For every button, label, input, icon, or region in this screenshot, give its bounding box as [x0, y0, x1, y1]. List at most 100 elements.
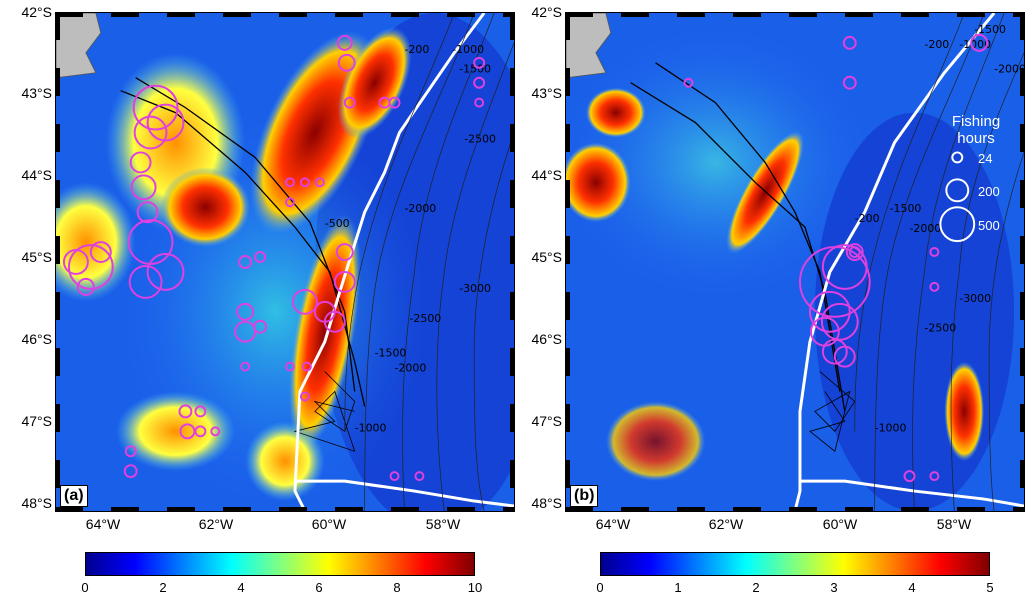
frame-tick: [55, 348, 60, 376]
frame-tick: [510, 292, 515, 320]
colorbar-b-tick: 4: [908, 580, 916, 595]
frame-tick: [55, 12, 60, 40]
legend-label-500: 500: [978, 218, 1000, 233]
frame-tick: [901, 507, 929, 512]
frame-tick: [510, 12, 515, 40]
frame-tick: [279, 12, 307, 17]
frame-tick: [621, 507, 649, 512]
frame-tick: [677, 507, 705, 512]
contour-label: -2500: [464, 132, 496, 145]
legend-circle-medium: [945, 178, 970, 203]
lat-label: 47°S: [21, 413, 52, 429]
frame-tick: [503, 12, 515, 17]
colorbar-a: [85, 552, 475, 576]
colorbar-a-tick: 10: [467, 580, 483, 595]
contour-label: -1000: [452, 43, 484, 56]
fishing-hours-legend: [939, 151, 976, 243]
lon-label: 64°W: [85, 516, 121, 532]
lat-label: 47°S: [531, 413, 562, 429]
frame-tick: [565, 124, 570, 152]
frame-tick: [565, 507, 593, 512]
frame-tick: [1013, 507, 1025, 512]
frame-tick: [1020, 404, 1025, 432]
legend-title: Fishing hours: [936, 113, 1016, 147]
frame-tick: [789, 507, 817, 512]
land-area: [566, 13, 612, 79]
colorbar-a-tick: 2: [159, 580, 167, 595]
contour-label: -200: [855, 212, 880, 225]
contour-label: -1500: [375, 347, 407, 360]
frame-tick: [447, 507, 475, 512]
frame-tick: [1020, 460, 1025, 488]
legend-title-line1: Fishing: [951, 113, 1001, 130]
frame-tick: [510, 460, 515, 488]
frame-tick: [1020, 180, 1025, 208]
eez-boundary: [793, 13, 996, 511]
frame-tick: [733, 507, 761, 512]
frame-tick: [279, 507, 307, 512]
contour-label: -1000: [875, 421, 907, 434]
contour-label: -1000: [959, 38, 991, 51]
colorbar-a-tick: 4: [237, 580, 245, 595]
colorbar-b-tick: 0: [596, 580, 604, 595]
frame-tick: [1020, 236, 1025, 264]
frame-tick: [510, 348, 515, 376]
map-panel-b: -200 -1000 -1500 -2000 -200 -1000 -1500 …: [565, 12, 1025, 512]
frame-tick: [565, 292, 570, 320]
frame-tick: [223, 12, 251, 17]
frame-tick: [565, 348, 570, 376]
frame-tick: [957, 507, 985, 512]
colorbar-b-tick: 1: [674, 580, 682, 595]
contour-label: -200: [404, 43, 429, 56]
frame-tick: [677, 12, 705, 17]
lat-label: 48°S: [531, 495, 562, 511]
frame-tick: [1020, 68, 1025, 96]
frame-tick: [111, 507, 139, 512]
lon-label: 64°W: [595, 516, 631, 532]
frame-tick: [565, 68, 570, 96]
legend-circle-large: [939, 206, 976, 243]
contour-label: -3000: [959, 292, 991, 305]
lat-label: 44°S: [21, 167, 52, 183]
frame-tick: [335, 12, 363, 17]
frame-tick: [845, 12, 873, 17]
frame-tick: [789, 12, 817, 17]
frame-tick: [447, 12, 475, 17]
lat-label: 48°S: [21, 495, 52, 511]
frame-tick: [335, 507, 363, 512]
legend-label-200: 200: [978, 184, 1000, 199]
panel-label-a: (a): [60, 485, 88, 507]
frame-tick: [55, 507, 83, 512]
legend-title-line2: hours: [957, 130, 995, 147]
lon-label: 58°W: [936, 516, 972, 532]
frame-tick: [55, 404, 60, 432]
lat-label: 44°S: [531, 167, 562, 183]
contour-label: -1500: [974, 23, 1006, 36]
lon-label: 62°W: [708, 516, 744, 532]
frame-tick: [510, 124, 515, 152]
lat-label: 43°S: [531, 85, 562, 101]
frame-tick: [565, 12, 570, 40]
frame-tick: [1020, 292, 1025, 320]
frame-tick: [901, 12, 929, 17]
contour-label: -1000: [355, 421, 387, 434]
frame-tick: [1013, 12, 1025, 17]
colorbar-b: [600, 552, 990, 576]
lat-label: 43°S: [21, 85, 52, 101]
colorbar-a-tick: 6: [315, 580, 323, 595]
frame-tick: [55, 124, 60, 152]
legend-circle-small: [951, 151, 964, 164]
frame-tick: [503, 507, 515, 512]
lat-label: 46°S: [531, 331, 562, 347]
contour-label: -2500: [924, 322, 956, 335]
frame-tick: [565, 460, 570, 488]
map-a-canvas: -200 -1000 -1500 -2000 -2500 -3000 -500 …: [56, 13, 514, 511]
contour-label: -2000: [910, 222, 942, 235]
lon-label: 62°W: [198, 516, 234, 532]
frame-tick: [565, 236, 570, 264]
fishing-circles: [683, 33, 989, 483]
frame-tick: [565, 12, 593, 17]
map-panel-a: -200 -1000 -1500 -2000 -2500 -3000 -500 …: [55, 12, 515, 512]
frame-tick: [565, 180, 570, 208]
frame-tick: [510, 236, 515, 264]
